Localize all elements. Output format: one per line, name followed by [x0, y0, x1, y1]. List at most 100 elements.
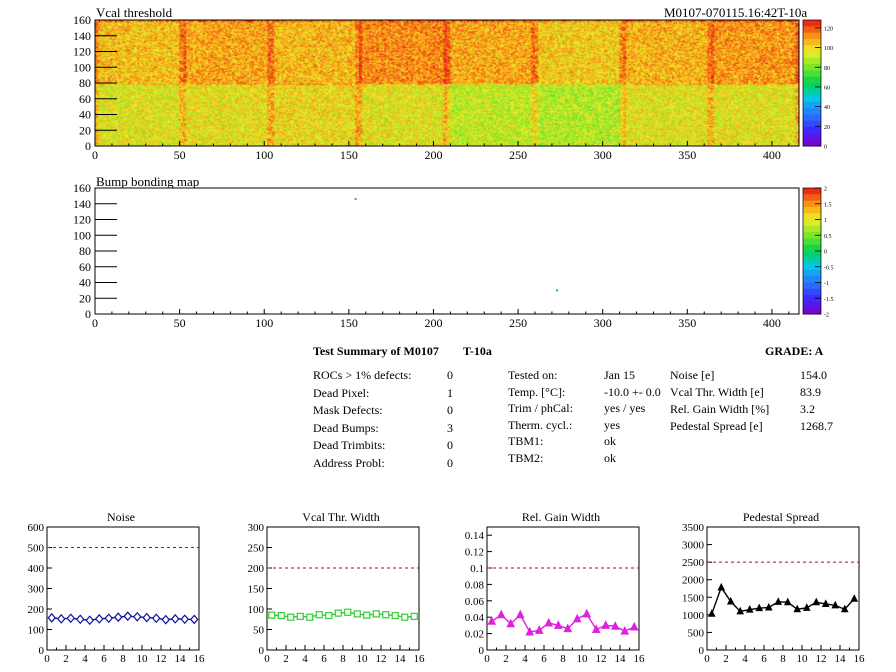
bump-colorbar-label: 1 [824, 218, 827, 224]
bump-xtick-label: 300 [594, 316, 612, 330]
chart-noise-xtick-label: 4 [82, 653, 88, 665]
chart-gain-point [591, 624, 601, 633]
chart-gain-ytick-label: 0.04 [465, 612, 485, 624]
chart-noise-point [151, 613, 161, 624]
defect-value: 0 [447, 438, 453, 452]
chart-noise-point [189, 614, 199, 625]
defect-value: 1 [447, 385, 453, 400]
vcal-colorbar-label: 0 [824, 145, 827, 151]
vcal-ytick-label: 140 [73, 29, 91, 43]
bump-colorbar-label: -0.5 [824, 265, 834, 271]
chart-pedestal-ytick-label: 2000 [682, 575, 705, 587]
chart-vcal-xtick-label: 4 [302, 653, 308, 665]
chart-vcal-point [296, 612, 304, 620]
chart-gain-point [629, 621, 639, 631]
chart-gain-xtick-label: 0 [484, 653, 490, 665]
bump-xtick-label: 100 [255, 316, 273, 330]
bump-colorbar-bin [803, 213, 821, 220]
condition-value: yes / yes [604, 401, 646, 415]
chart-noise-xtick-label: 8 [120, 653, 126, 665]
chart-pedestal-point [717, 582, 726, 591]
bump-colorbar-bin [803, 269, 821, 277]
condition-value: ok [604, 450, 616, 465]
vcal-colorbar-bin [803, 57, 821, 65]
chart-noise-ytick-label: 300 [28, 584, 45, 596]
chart-gain-point [572, 613, 582, 623]
summary-title: Test Summary of M0107 [313, 344, 439, 358]
result-value: 83.9 [800, 385, 821, 399]
vcal-colorbar-bin [803, 38, 821, 46]
chart-noise-point [104, 613, 114, 624]
bump-xtick-label: 400 [763, 316, 781, 330]
condition-label: Tested on: [508, 368, 558, 382]
bump-colorbar-label: 0 [824, 250, 827, 256]
chart-pedestal-xtick-label: 10 [797, 653, 809, 665]
chart-pedestal-point [755, 603, 764, 612]
chart-pedestal-ytick-label: 1000 [682, 610, 705, 622]
bump-colorbar-bin [803, 257, 821, 265]
vcal-xtick-label: 250 [509, 148, 527, 162]
chart-pedestal [706, 526, 860, 651]
chart-pedestal-point [745, 604, 754, 613]
chart-pedestal-ytick-label: 3500 [682, 522, 705, 534]
vcal-xtick-label: 400 [763, 148, 781, 162]
vcal-colorbar-bin [803, 89, 821, 97]
vcal-colorbar-label: 20 [824, 125, 830, 131]
chart-gain-title: Rel. Gain Width [522, 510, 600, 524]
bump-ytick-label: 60 [79, 260, 91, 274]
chart-vcal-title: Vcal Thr. Width [302, 510, 379, 524]
vcal-xtick-label: 100 [255, 148, 273, 162]
bump-ytick-label: 40 [79, 276, 91, 290]
chart-pedestal-ytick-label: 3000 [682, 540, 705, 552]
chart-pedestal-point [802, 603, 811, 611]
bump-ytick-label: 100 [73, 228, 91, 242]
summary-temp-label: T-10a [463, 344, 492, 358]
defect-value: 0 [447, 368, 453, 382]
chart-vcal-ytick-label: 150 [248, 584, 265, 596]
bump-defect-point [354, 198, 357, 201]
result-value: 154.0 [800, 368, 827, 382]
vcal-colorbar-bin [803, 95, 821, 103]
chart-gain-ytick-label: 0.02 [465, 629, 484, 641]
vcal-threshold-heatmap [95, 20, 799, 146]
chart-noise-point [170, 613, 180, 624]
bump-frame [94, 187, 800, 315]
chart-pedestal-xtick-label: 2 [723, 653, 729, 665]
vcal-xtick-label: 300 [594, 148, 612, 162]
chart-gain-point [610, 621, 620, 630]
chart-pedestal-point [821, 599, 830, 607]
chart-vcal-point [401, 613, 409, 621]
chart-vcal-point [382, 611, 390, 619]
chart-pedestal-xtick-label: 14 [835, 653, 847, 665]
chart-pedestal-point [831, 600, 840, 609]
vcal-ytick-label: 160 [73, 13, 91, 27]
chart-gain-ytick-label: 0.08 [465, 579, 485, 591]
chart-vcal-xtick-label: 2 [283, 653, 289, 665]
vcal-colorbar-bin [803, 127, 821, 134]
bump-defect-point [556, 289, 558, 292]
chart-vcal-point [287, 613, 295, 621]
chart-noise-ytick-label: 400 [28, 563, 45, 575]
chart-vcal-series-line [271, 611, 415, 618]
vcal-colorbar-bin [803, 51, 821, 59]
vcal-ytick-label: 100 [73, 60, 91, 74]
defect-label: ROCs > 1% defects: [313, 368, 412, 382]
chart-pedestal-xtick-label: 4 [742, 653, 748, 665]
vcal-ytick-label: 80 [79, 76, 91, 90]
chart-gain-xtick-label: 6 [541, 653, 547, 665]
chart-noise-point [56, 613, 66, 624]
bump-colorbar-label: -1 [824, 281, 829, 287]
defect-label: Dead Bumps: [313, 420, 379, 435]
bump-xtick-label: 250 [509, 316, 527, 330]
chart-pedestal-point [726, 596, 735, 605]
bump-xtick-label: 200 [424, 316, 442, 330]
vcal-colorbar-bin [803, 83, 821, 90]
vcal-colorbar [802, 19, 822, 147]
vcal-colorbar-bin [803, 64, 821, 71]
chart-vcal-ytick-label: 300 [248, 522, 265, 534]
chart-noise-xtick-label: 6 [101, 653, 107, 665]
vcal-colorbar-bin [803, 133, 821, 141]
bump-ytick-label: 20 [79, 291, 91, 305]
chart-noise-ytick-label: 100 [28, 625, 45, 637]
chart-pedestal-point [812, 597, 821, 606]
